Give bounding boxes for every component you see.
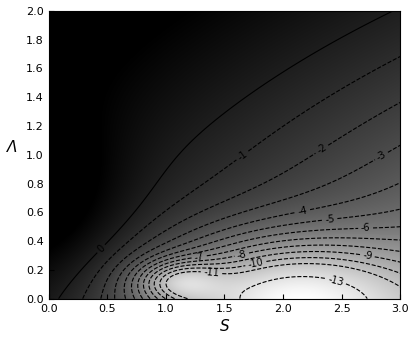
- Text: -13: -13: [327, 274, 344, 287]
- Text: -5: -5: [324, 214, 335, 225]
- X-axis label: S: S: [220, 319, 229, 334]
- Text: -10: -10: [247, 257, 265, 270]
- Y-axis label: Λ: Λ: [7, 140, 17, 155]
- Text: -3: -3: [375, 149, 388, 163]
- Text: -11: -11: [203, 267, 220, 278]
- Text: -9: -9: [362, 250, 373, 261]
- Text: 0: 0: [95, 243, 107, 254]
- Text: -6: -6: [361, 223, 371, 233]
- Text: -8: -8: [236, 249, 248, 261]
- Text: -2: -2: [315, 143, 329, 156]
- Text: -7: -7: [194, 251, 205, 263]
- Text: -1: -1: [235, 149, 249, 162]
- Text: -4: -4: [297, 205, 309, 217]
